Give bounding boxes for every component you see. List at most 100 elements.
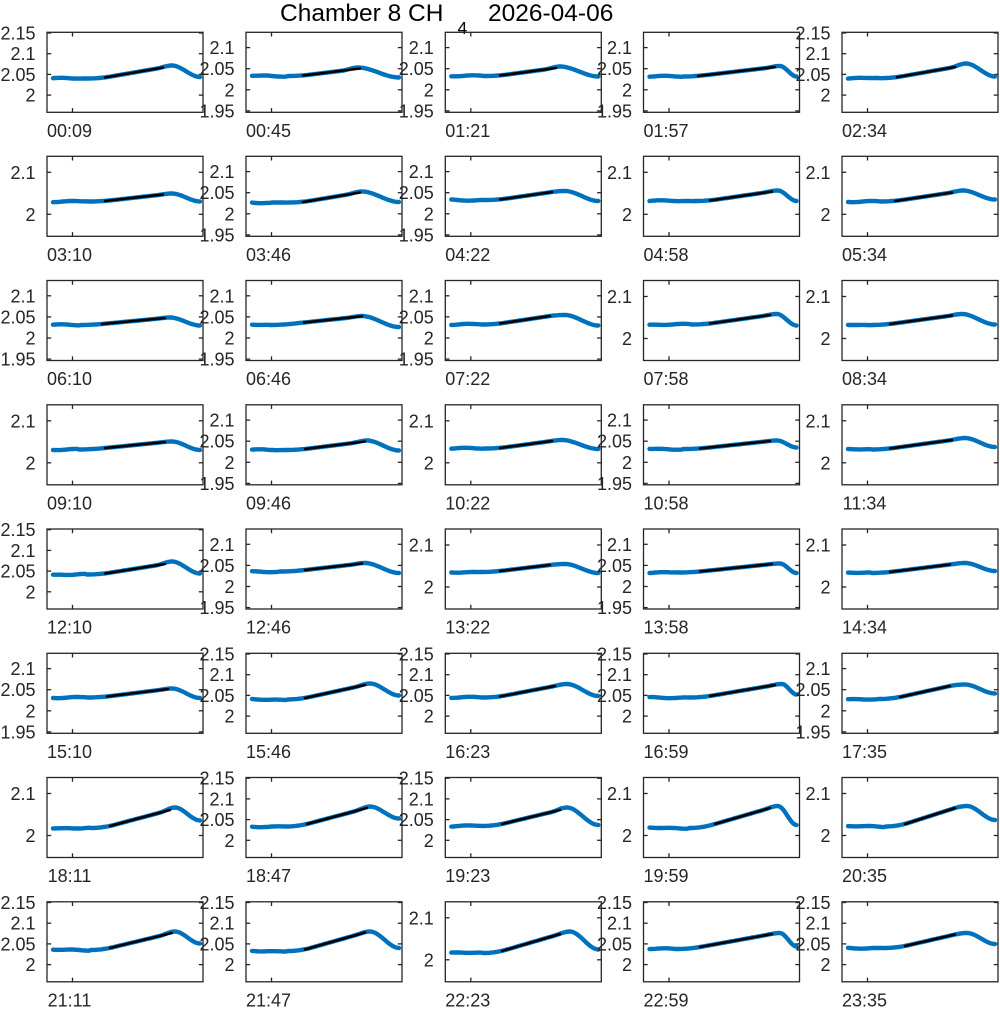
svg-text:2: 2 [224,577,234,597]
svg-text:2.05: 2.05 [399,686,434,706]
svg-text:4: 4 [458,18,468,38]
svg-text:04:58: 04:58 [643,245,688,265]
svg-text:2.05: 2.05 [0,934,35,954]
svg-text:1.95: 1.95 [597,598,632,618]
svg-text:2.15: 2.15 [399,769,434,789]
svg-text:2: 2 [622,329,632,349]
svg-text:06:46: 06:46 [246,369,291,389]
svg-text:19:59: 19:59 [643,866,688,886]
svg-text:2: 2 [424,831,434,851]
svg-text:2: 2 [224,204,234,224]
svg-text:2: 2 [820,329,830,349]
svg-text:2.15: 2.15 [199,645,234,665]
svg-text:2: 2 [424,329,434,349]
svg-text:2: 2 [622,826,632,846]
svg-text:1.95: 1.95 [399,225,434,245]
svg-text:2.05: 2.05 [199,934,234,954]
svg-text:2: 2 [820,578,830,598]
svg-text:2.05: 2.05 [0,562,35,582]
svg-text:07:22: 07:22 [445,369,490,389]
svg-text:2.1: 2.1 [607,784,632,804]
svg-text:04:22: 04:22 [445,245,490,265]
svg-text:2.05: 2.05 [199,307,234,327]
svg-text:2.05: 2.05 [199,686,234,706]
svg-text:03:46: 03:46 [246,245,291,265]
svg-text:2: 2 [622,205,632,225]
svg-text:2.05: 2.05 [399,810,434,830]
svg-text:2.1: 2.1 [10,914,35,934]
svg-text:2.1: 2.1 [409,38,434,58]
svg-text:2.1: 2.1 [209,535,234,555]
svg-text:2.1: 2.1 [409,665,434,685]
svg-text:2: 2 [224,80,234,100]
svg-text:2.1: 2.1 [209,789,234,809]
svg-text:1.95: 1.95 [199,225,234,245]
svg-text:2: 2 [25,955,35,975]
svg-text:2.05: 2.05 [795,65,830,85]
svg-text:2: 2 [622,577,632,597]
svg-text:1.95: 1.95 [0,350,35,370]
svg-text:00:09: 00:09 [47,121,92,141]
svg-text:10:22: 10:22 [445,493,490,513]
svg-text:21:47: 21:47 [246,990,291,1009]
svg-text:13:58: 13:58 [643,618,688,638]
svg-text:2.05: 2.05 [597,686,632,706]
svg-text:2: 2 [25,205,35,225]
svg-text:1.95: 1.95 [199,474,234,494]
svg-text:2.1: 2.1 [805,784,830,804]
svg-text:2: 2 [820,453,830,473]
svg-text:2: 2 [224,453,234,473]
svg-text:2.1: 2.1 [409,286,434,306]
svg-text:15:46: 15:46 [246,742,291,762]
svg-text:2.15: 2.15 [199,893,234,913]
svg-text:2: 2 [224,955,234,975]
svg-text:1.95: 1.95 [399,101,434,121]
svg-text:2.1: 2.1 [607,535,632,555]
svg-text:2.05: 2.05 [597,59,632,79]
svg-text:2.1: 2.1 [409,789,434,809]
svg-text:2.1: 2.1 [805,914,830,934]
svg-text:2: 2 [25,582,35,602]
svg-text:09:10: 09:10 [47,493,92,513]
svg-text:1.95: 1.95 [199,350,234,370]
svg-text:13:22: 13:22 [445,618,490,638]
svg-text:2026-04-06: 2026-04-06 [488,0,613,27]
svg-text:2.15: 2.15 [0,24,35,44]
svg-text:2.15: 2.15 [0,520,35,540]
svg-text:2.15: 2.15 [795,893,830,913]
svg-text:2.05: 2.05 [597,556,632,576]
svg-text:2: 2 [424,453,434,473]
svg-text:2: 2 [424,950,434,970]
svg-text:2.1: 2.1 [607,914,632,934]
svg-text:2: 2 [25,86,35,106]
svg-text:2.15: 2.15 [597,645,632,665]
svg-text:2.05: 2.05 [399,183,434,203]
svg-text:2.05: 2.05 [399,307,434,327]
svg-text:2: 2 [622,707,632,727]
svg-text:1.95: 1.95 [199,101,234,121]
svg-text:2: 2 [25,701,35,721]
svg-text:2: 2 [820,205,830,225]
svg-text:01:21: 01:21 [445,121,490,141]
svg-text:2: 2 [25,329,35,349]
svg-text:2.1: 2.1 [607,411,632,431]
svg-text:2.05: 2.05 [199,810,234,830]
svg-text:2.1: 2.1 [805,287,830,307]
svg-text:2.1: 2.1 [607,287,632,307]
svg-text:18:11: 18:11 [48,866,92,886]
svg-text:2: 2 [224,329,234,349]
svg-text:1.95: 1.95 [0,722,35,742]
svg-text:21:11: 21:11 [48,990,92,1009]
svg-text:2.1: 2.1 [409,536,434,556]
svg-text:2: 2 [820,86,830,106]
svg-text:2.1: 2.1 [10,286,35,306]
svg-text:08:34: 08:34 [842,369,887,389]
svg-text:2.05: 2.05 [199,59,234,79]
svg-text:2.15: 2.15 [0,893,35,913]
svg-text:2.1: 2.1 [10,411,35,431]
svg-text:2.05: 2.05 [399,59,434,79]
svg-text:2.1: 2.1 [209,162,234,182]
svg-text:2: 2 [25,826,35,846]
svg-text:2: 2 [622,453,632,473]
svg-text:2.1: 2.1 [209,665,234,685]
